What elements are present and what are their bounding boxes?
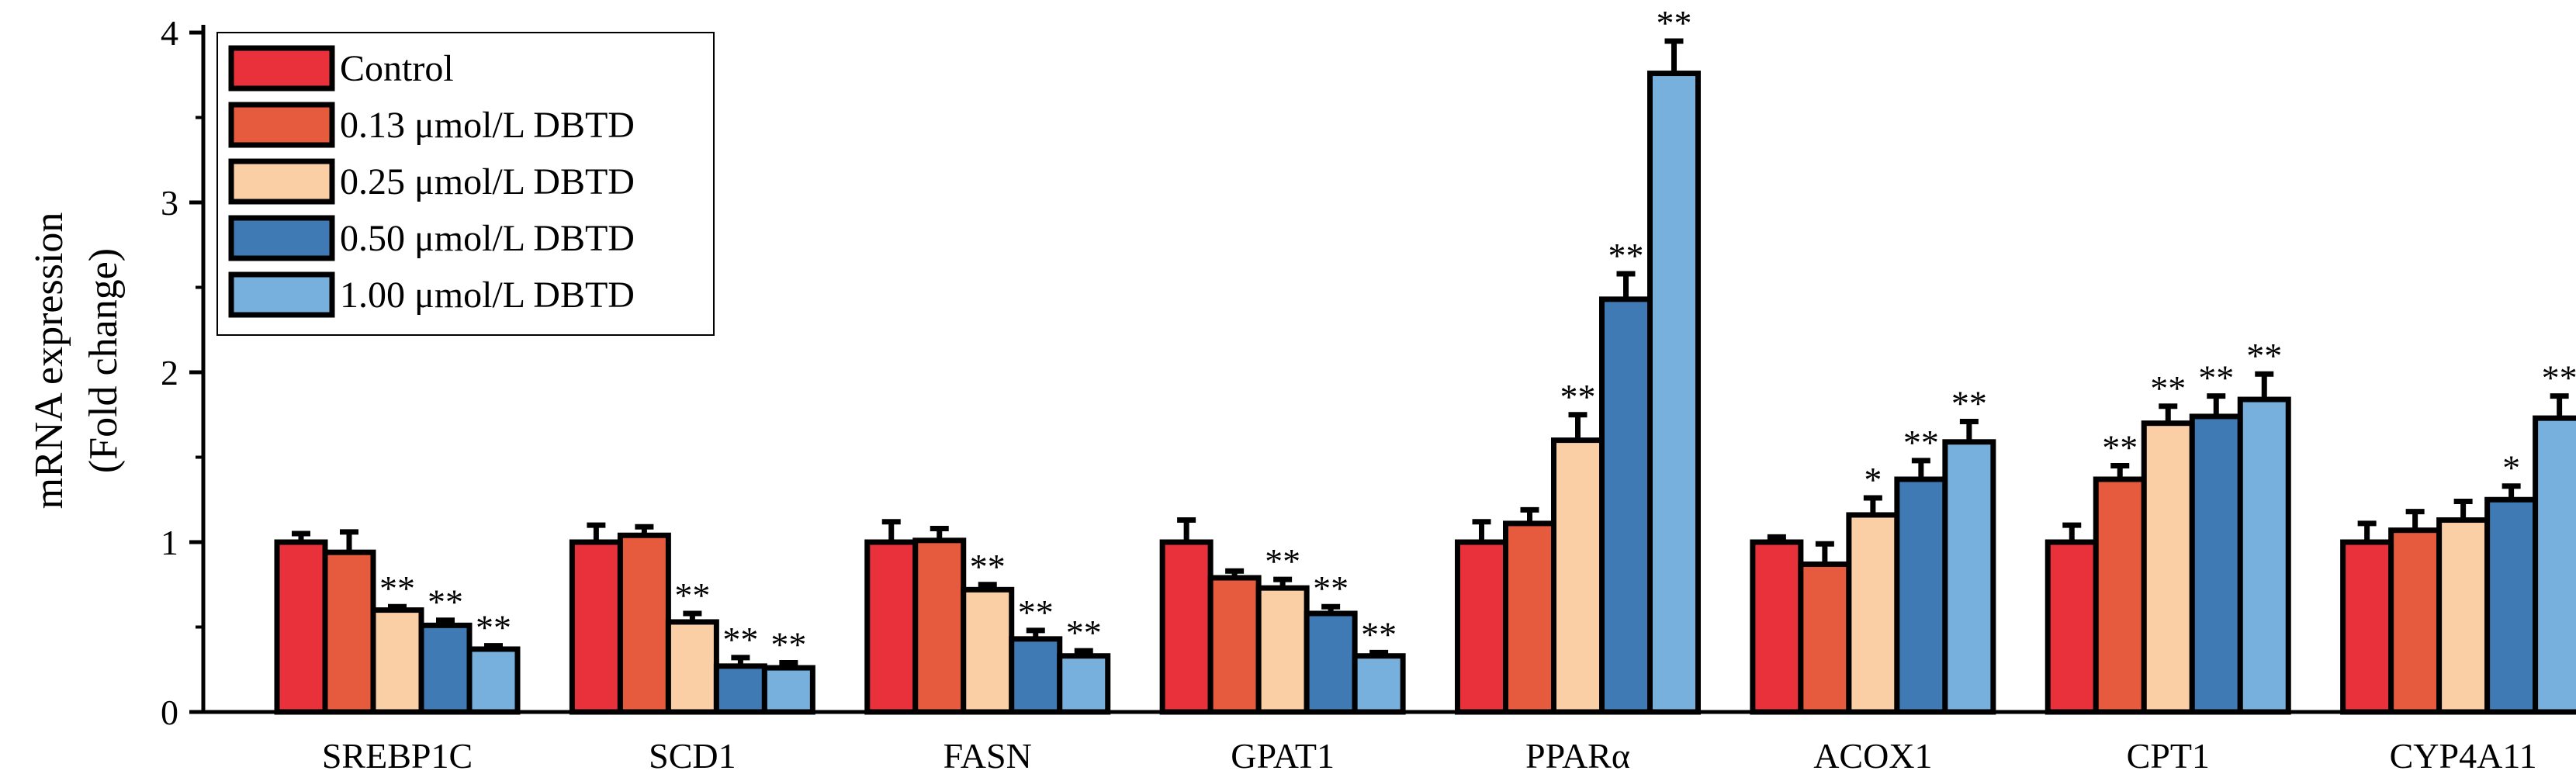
x-tick-label: FASN <box>943 736 1032 776</box>
significance-label: * <box>1864 460 1882 499</box>
bar <box>1255 585 1310 715</box>
bar <box>1207 575 1262 715</box>
legend: Control 0.13 μmol/L DBTD 0.25 μmol/L DBTD 0… <box>216 32 715 336</box>
significance-label: * <box>2502 448 2520 488</box>
bar <box>617 532 671 715</box>
bar <box>370 607 424 715</box>
significance-label: ** <box>1313 568 1349 608</box>
bar <box>274 539 328 715</box>
legend-label: 0.13 μmol/L DBTD <box>340 105 635 146</box>
significance-label: ** <box>1608 236 1644 275</box>
significance-label: ** <box>1018 593 1054 632</box>
significance-label: ** <box>1560 377 1596 416</box>
bar <box>1455 539 1508 715</box>
x-tick-label: ACOX1 <box>1813 736 1932 776</box>
x-tick-label: SREBP1C <box>322 736 473 776</box>
significance-label: ** <box>2542 358 2576 398</box>
bar <box>2436 517 2491 715</box>
y-tick-label: 2 <box>161 353 178 392</box>
bar <box>1942 439 1996 715</box>
significance-label: ** <box>1657 3 1692 43</box>
y-tick-label: 4 <box>161 13 178 53</box>
bar <box>1352 653 1406 715</box>
x-tick-label: GPAT1 <box>1231 736 1335 776</box>
significance-label: ** <box>2198 358 2234 398</box>
bar <box>2533 415 2576 715</box>
significance-label: ** <box>970 547 1006 586</box>
bar <box>1009 636 1063 715</box>
bar <box>2340 539 2394 715</box>
bar <box>1551 437 1605 715</box>
bar <box>1503 520 1556 715</box>
significance-label: ** <box>379 568 415 608</box>
y-tick-label: 0 <box>161 693 178 732</box>
bar <box>1894 476 1948 715</box>
bar <box>864 539 919 715</box>
bar <box>2189 413 2243 715</box>
significance-label: ** <box>2246 336 2282 375</box>
y-tick-label: 1 <box>161 523 178 562</box>
x-tick-label: PPARα <box>1525 736 1630 776</box>
significance-label: ** <box>1066 613 1102 652</box>
bar <box>2388 527 2443 715</box>
bar <box>1846 512 1900 715</box>
x-tick-label: CPT1 <box>2127 736 2210 776</box>
bar <box>1304 610 1358 715</box>
bar <box>2237 396 2291 715</box>
significance-label: ** <box>1903 423 1939 462</box>
significance-label: ** <box>674 575 710 615</box>
bar <box>1647 71 1701 715</box>
y-axis-label-line-1: mRNA expression <box>27 213 71 510</box>
bar <box>2045 539 2099 715</box>
significance-label: ** <box>2102 427 2138 467</box>
legend-swatch <box>228 158 335 205</box>
legend-swatch <box>228 271 335 318</box>
bar <box>2141 420 2195 715</box>
y-tick-label: 3 <box>161 183 178 223</box>
bar <box>912 537 967 715</box>
bar <box>322 549 376 715</box>
legend-swatch <box>228 215 335 261</box>
legend-label: 0.50 μmol/L DBTD <box>340 218 635 259</box>
bar <box>569 539 623 715</box>
bar <box>1057 653 1111 715</box>
x-tick-label: CYP4A11 <box>2390 736 2537 776</box>
bar <box>1599 296 1653 715</box>
x-tick-label: SCD1 <box>649 736 736 776</box>
bar <box>665 619 719 715</box>
bars <box>274 38 2576 715</box>
bar <box>761 665 815 715</box>
legend-label: 0.25 μmol/L DBTD <box>340 161 635 202</box>
significance-label: ** <box>722 620 758 659</box>
bar <box>2093 476 2147 715</box>
legend-label: Control <box>340 48 454 89</box>
bar <box>961 586 1015 715</box>
legend-swatch <box>228 45 335 92</box>
bar <box>713 663 767 715</box>
bar <box>418 622 473 715</box>
bar <box>1750 539 1804 715</box>
legend-swatch <box>228 102 335 148</box>
significance-label: ** <box>428 582 463 622</box>
significance-label: ** <box>1361 614 1397 654</box>
bar <box>466 646 521 715</box>
labels: ** ****SREBP1C**** **SCD1******FASN******G… <box>322 3 2576 776</box>
significance-label: ** <box>1951 384 1987 423</box>
bar <box>1798 561 1852 715</box>
y-axis-label-line-2: (Fold change) <box>81 248 126 473</box>
significance-label: ** <box>2150 368 2186 408</box>
significance-label: ** <box>476 608 511 648</box>
significance-label: ** <box>1265 541 1300 581</box>
legend-label: 1.00 μmol/L DBTD <box>340 275 635 316</box>
significance-label: ** <box>770 624 806 664</box>
bar <box>1159 539 1214 715</box>
bar <box>2484 496 2539 715</box>
